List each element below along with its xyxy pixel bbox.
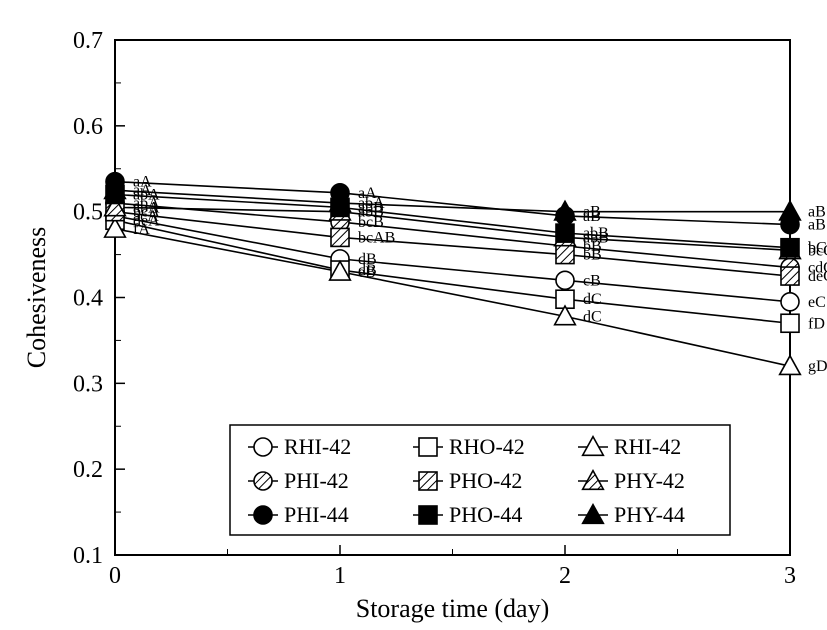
svg-text:Cohesiveness: Cohesiveness bbox=[22, 227, 51, 369]
svg-text:PHO-42: PHO-42 bbox=[449, 468, 522, 493]
svg-text:0.3: 0.3 bbox=[73, 371, 103, 397]
svg-text:0.4: 0.4 bbox=[73, 286, 103, 312]
svg-text:1: 1 bbox=[334, 563, 346, 589]
svg-text:PHY-44: PHY-44 bbox=[614, 502, 685, 527]
svg-text:fA: fA bbox=[133, 221, 150, 238]
svg-text:RHI-42: RHI-42 bbox=[284, 434, 351, 459]
svg-text:dC: dC bbox=[583, 308, 602, 325]
chart-svg: 0 1 2 3 0.1 0.2 0.3 0.4 0.5 0.6 0.7 Storage time (d… bbox=[0, 0, 827, 630]
svg-text:RHI-42: RHI-42 bbox=[614, 434, 681, 459]
svg-text:bC: bC bbox=[808, 240, 827, 257]
svg-text:0.2: 0.2 bbox=[73, 457, 103, 483]
svg-text:PHY-42: PHY-42 bbox=[614, 468, 685, 493]
svg-text:0.5: 0.5 bbox=[73, 200, 103, 226]
svg-text:0.7: 0.7 bbox=[73, 28, 103, 54]
svg-text:bB: bB bbox=[583, 247, 602, 264]
svg-text:Storage time (day): Storage time (day) bbox=[356, 594, 550, 623]
svg-text:RHO-42: RHO-42 bbox=[449, 434, 525, 459]
svg-text:0.6: 0.6 bbox=[73, 114, 103, 140]
svg-text:PHI-42: PHI-42 bbox=[284, 468, 349, 493]
svg-text:abB: abB bbox=[583, 225, 609, 242]
svg-text:PHO-44: PHO-44 bbox=[449, 502, 522, 527]
svg-text:deC: deC bbox=[808, 268, 827, 285]
svg-text:0.1: 0.1 bbox=[73, 543, 103, 569]
svg-text:gD: gD bbox=[808, 358, 827, 375]
svg-text:0: 0 bbox=[109, 563, 121, 589]
cohesiveness-chart: { "chart": { "type": "line-scatter", "wi… bbox=[0, 0, 827, 630]
svg-text:abA: abA bbox=[358, 195, 385, 212]
svg-text:eC: eC bbox=[808, 294, 826, 311]
svg-text:fD: fD bbox=[808, 315, 825, 332]
svg-text:2: 2 bbox=[559, 563, 571, 589]
svg-text:3: 3 bbox=[784, 563, 796, 589]
svg-text:bcAB: bcAB bbox=[358, 229, 395, 246]
svg-text:dC: dC bbox=[583, 291, 602, 308]
svg-text:aB: aB bbox=[583, 204, 601, 221]
svg-text:PHI-44: PHI-44 bbox=[284, 502, 349, 527]
svg-text:aB: aB bbox=[808, 204, 826, 221]
svg-text:eB: eB bbox=[358, 264, 376, 281]
svg-text:aA: aA bbox=[133, 182, 152, 199]
svg-text:cB: cB bbox=[583, 272, 601, 289]
